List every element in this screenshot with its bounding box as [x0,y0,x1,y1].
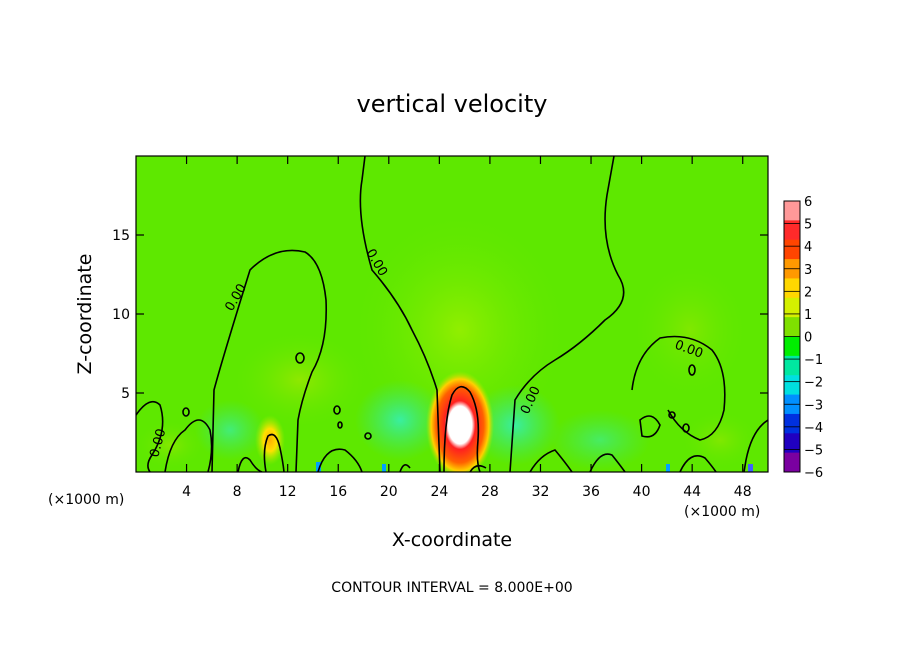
colorbar-level-label: −2 [804,376,823,391]
colorbar-level-label: 3 [804,263,812,278]
colorbar-swatch [784,452,800,473]
colorbar-swatch [784,220,800,241]
colorbar-level-label: −3 [804,398,823,413]
x-tick-label: 40 [633,484,651,500]
chart-title: vertical velocity [357,90,548,118]
x-axis: 4 8 12 16 20 24 28 32 36 40 44 48 [182,156,752,500]
x-tick-label: 28 [481,484,499,500]
x-tick-label: 24 [430,484,448,500]
colorbar-swatch [784,355,800,376]
y-tick-label: 5 [121,386,130,402]
x-tick-label: 20 [380,484,398,500]
colorbar-swatch [784,375,800,396]
x-tick-label: 16 [329,484,347,500]
y-tick-label: 10 [112,307,130,323]
colorbar-level-label: 5 [804,218,812,233]
colorbar-swatch [784,336,800,357]
colorbar-level-label: 0 [804,331,812,346]
y-axis: 5 10 15 [112,228,768,402]
y-tick-label: 15 [112,228,130,244]
x-tick-label: 4 [182,484,191,500]
colorbar-swatch [784,317,800,337]
colorbar-swatch [784,297,800,318]
x-tick-label: 48 [734,484,752,500]
contour-left-dome [211,249,328,472]
x-tick-label: 32 [532,484,550,500]
plot-area [136,156,768,472]
x-unit-label: (×1000 m) [48,492,124,508]
colorbar-level-label: −1 [804,353,823,368]
colorbar-level-label: 1 [804,308,812,323]
colorbar-level-label: 2 [804,285,812,300]
colorbar-level-label: −6 [804,466,823,481]
colorbar-swatch [784,239,800,260]
colorbar-level-label: −4 [804,421,823,436]
colorbar-swatch [784,201,800,221]
colorbar-swatch [784,413,800,434]
contour-right-dome [631,335,726,441]
colorbar-level-label: 4 [804,240,812,255]
colorbar-swatch [784,433,800,454]
x-tick-label: 12 [279,484,297,500]
zero-contours [136,156,768,472]
contour-interval-note: CONTOUR INTERVAL = 8.000E+00 [331,580,572,596]
contour-right-edge [743,419,768,472]
contour-center-left [359,156,441,472]
contour-label: 0.00 [147,427,169,459]
x-tick-label: 8 [233,484,242,500]
contour-center-right [509,156,625,472]
colorbar-level-label: 6 [804,195,812,210]
contour-left-edge [136,400,164,472]
x-axis-label: X-coordinate [392,529,512,551]
x-tick-label: 36 [582,484,600,500]
x-unit-label-right: (×1000 m) [684,504,760,520]
updraft-contours [263,385,487,472]
weak-updraft-core [255,415,285,465]
x-tick-label: 44 [683,484,701,500]
colorbar: 6 5 4 3 2 1 0 −1 −2 −3 −4 −5 −6 [783,195,823,481]
colorbar-swatch [784,278,800,299]
colorbar-level-label: −5 [804,443,823,458]
y-axis-label: Z-coordinate [74,254,96,375]
